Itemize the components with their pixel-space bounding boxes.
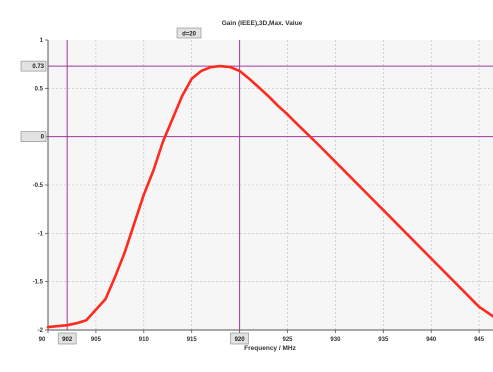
x-tick-labels: 90905910915920925930935940945902920 [39, 330, 485, 345]
chart-title: Gain (IEEE),3D,Max. Value [222, 20, 303, 27]
x-tick-label: 925 [282, 337, 293, 343]
x-tick-label: 90 [39, 337, 46, 343]
x-tick-label: 940 [426, 337, 437, 343]
y-marker-box [20, 60, 47, 72]
y-marker-label: 0 [41, 135, 45, 141]
x-marker-box [57, 332, 77, 345]
x-marker-label: 902 [62, 337, 73, 343]
y-marker-label: 0.73 [32, 64, 44, 70]
y-tick-label: 1 [40, 38, 44, 44]
y-tick-label: 0.5 [35, 86, 44, 92]
x-axis-label: Frequency / MHz [244, 345, 296, 352]
y-tick-label: -1 [38, 231, 44, 237]
x-tick-label: 915 [187, 337, 198, 343]
y-tick-label: -2 [38, 328, 44, 334]
y-tick-labels: 1 0.5 -0.5 -1 -1.5 -2 0.73 0 [20, 38, 48, 334]
marker-lines [48, 40, 493, 330]
y-tick-label: -1.5 [33, 280, 44, 286]
y-tick-label: -0.5 [33, 183, 44, 189]
series-group [46, 64, 493, 329]
x-tick-label: 930 [330, 337, 341, 343]
x-tick-label: 935 [378, 337, 389, 343]
x-tick-label: 905 [91, 337, 102, 343]
x-marker-label: 920 [235, 337, 246, 343]
series-line [46, 64, 493, 329]
plot-background [48, 40, 493, 330]
delta-box: d=20 [176, 27, 202, 39]
x-tick-label: 945 [474, 337, 485, 343]
x-tick-label: 910 [139, 337, 150, 343]
x-marker-box [230, 332, 249, 345]
delta-box-frame [176, 27, 202, 39]
delta-label: d=20 [182, 32, 197, 38]
y-marker-box [20, 131, 47, 142]
